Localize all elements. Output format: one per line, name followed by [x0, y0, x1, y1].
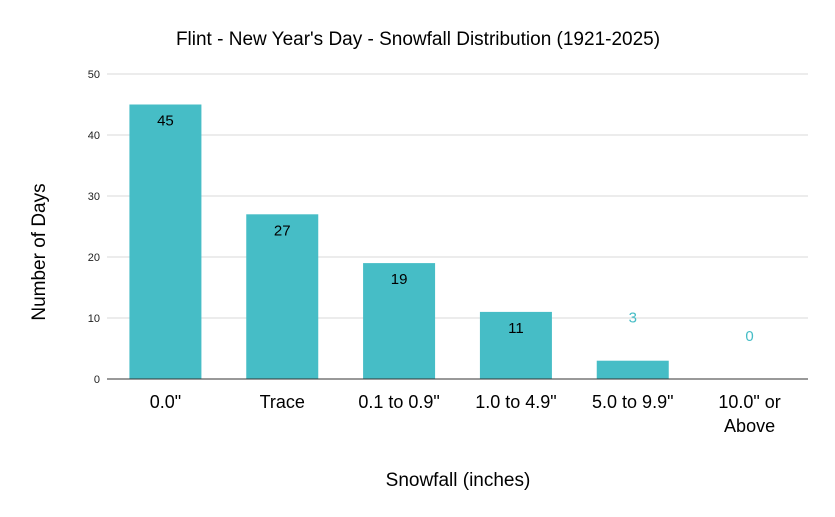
x-tick-label: Trace [260, 392, 305, 412]
y-tick-label: 20 [88, 252, 100, 264]
x-tick-label: 1.0 to 4.9" [475, 392, 556, 412]
y-tick-label: 10 [88, 313, 100, 325]
bar [596, 360, 669, 379]
y-axis-ticks: 0 10 20 30 40 50 [88, 69, 100, 386]
chart-title: Flint - New Year's Day - Snowfall Distri… [176, 29, 660, 50]
bar [479, 311, 552, 379]
gridlines [107, 73, 808, 319]
data-label: 0 [745, 328, 753, 345]
x-tick-label: 0.0" [150, 392, 181, 412]
y-tick-label: 30 [88, 191, 100, 203]
data-label: 27 [274, 222, 291, 239]
x-tick-label: 0.1 to 0.9" [358, 392, 439, 412]
data-labels: 45 27 19 11 3 0 [157, 113, 754, 346]
bar [129, 104, 202, 379]
y-tick-label: 0 [94, 374, 100, 386]
bar [363, 263, 436, 379]
x-axis-ticks: 0.0" Trace 0.1 to 0.9" 1.0 to 4.9" 5.0 to 9.… [150, 392, 781, 436]
data-label: 19 [391, 271, 408, 288]
y-tick-label: 40 [88, 130, 100, 142]
y-axis-title: Number of Days [29, 183, 50, 320]
y-tick-label: 50 [88, 69, 100, 81]
data-label: 3 [629, 310, 637, 327]
x-tick-label: 10.0" or Above [718, 392, 780, 436]
bars [129, 104, 669, 379]
bar [246, 214, 319, 379]
data-label: 11 [508, 320, 524, 337]
x-tick-label: 5.0 to 9.9" [592, 392, 673, 412]
x-axis-title: Snowfall (inches) [386, 470, 531, 491]
data-label: 45 [157, 113, 174, 130]
